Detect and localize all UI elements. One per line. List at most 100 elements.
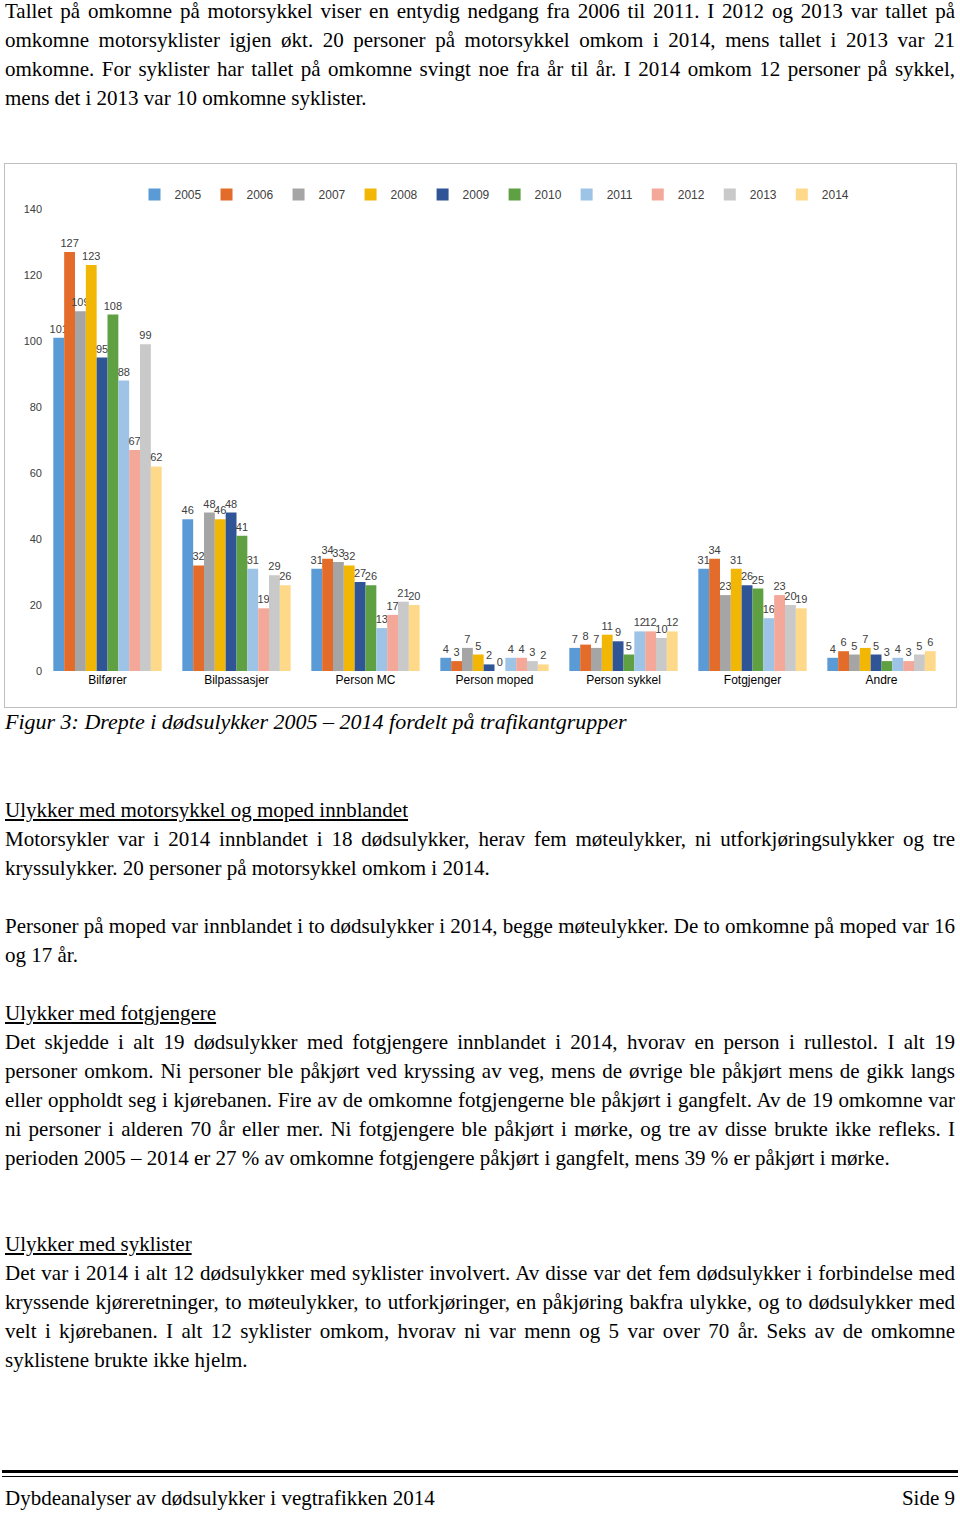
svg-text:Person sykkel: Person sykkel bbox=[586, 673, 661, 687]
svg-text:108: 108 bbox=[104, 300, 122, 312]
svg-text:40: 40 bbox=[30, 533, 42, 545]
svg-text:7: 7 bbox=[862, 633, 868, 645]
svg-text:99: 99 bbox=[139, 329, 151, 341]
svg-text:123: 123 bbox=[82, 250, 100, 262]
svg-text:5: 5 bbox=[873, 640, 879, 652]
svg-text:5: 5 bbox=[626, 640, 632, 652]
svg-text:7: 7 bbox=[464, 633, 470, 645]
svg-text:34: 34 bbox=[708, 544, 720, 556]
svg-text:6: 6 bbox=[841, 636, 847, 648]
svg-text:13: 13 bbox=[376, 613, 388, 625]
svg-text:27: 27 bbox=[354, 567, 366, 579]
svg-text:67: 67 bbox=[128, 435, 140, 447]
svg-text:88: 88 bbox=[118, 366, 130, 378]
svg-text:20: 20 bbox=[784, 590, 796, 602]
svg-text:34: 34 bbox=[321, 544, 333, 556]
svg-text:2010: 2010 bbox=[535, 188, 562, 202]
svg-text:2007: 2007 bbox=[319, 188, 346, 202]
svg-text:Andre: Andre bbox=[865, 673, 897, 687]
svg-text:10: 10 bbox=[655, 623, 667, 635]
svg-text:8: 8 bbox=[583, 630, 589, 642]
svg-text:12: 12 bbox=[634, 616, 646, 628]
svg-text:4: 4 bbox=[443, 643, 449, 655]
html-text:Det var i 2014 i alt 12 dødsul: Det var i 2014 i alt 12 dødsulykker med … bbox=[5, 1261, 955, 1372]
svg-text:Fotgjenger: Fotgjenger bbox=[724, 673, 781, 687]
svg-text:41: 41 bbox=[236, 521, 248, 533]
svg-text:48: 48 bbox=[203, 498, 215, 510]
svg-text:4: 4 bbox=[830, 643, 836, 655]
svg-text:2: 2 bbox=[540, 649, 546, 661]
html-text:Tallet på omkomne på motorsykk: Tallet på omkomne på motorsykkel viser e… bbox=[5, 0, 955, 110]
html-text:Det skjedde i alt 19 dødsulykk: Det skjedde i alt 19 dødsulykker med fot… bbox=[5, 1030, 955, 1170]
svg-text:2014: 2014 bbox=[822, 188, 849, 202]
svg-text:12: 12 bbox=[644, 616, 656, 628]
svg-text:101: 101 bbox=[50, 323, 68, 335]
svg-text:20: 20 bbox=[408, 590, 420, 602]
svg-text:0: 0 bbox=[36, 665, 42, 677]
svg-text:33: 33 bbox=[332, 547, 344, 559]
svg-text:120: 120 bbox=[24, 269, 42, 281]
svg-text:26: 26 bbox=[741, 570, 753, 582]
svg-text:25: 25 bbox=[752, 574, 764, 586]
svg-text:6: 6 bbox=[927, 636, 933, 648]
svg-text:26: 26 bbox=[279, 570, 291, 582]
svg-text:29: 29 bbox=[268, 560, 280, 572]
svg-text:80: 80 bbox=[30, 401, 42, 413]
svg-text:32: 32 bbox=[343, 550, 355, 562]
svg-text:20: 20 bbox=[30, 599, 42, 611]
svg-text:2006: 2006 bbox=[247, 188, 274, 202]
svg-text:31: 31 bbox=[730, 554, 742, 566]
svg-text:31: 31 bbox=[247, 554, 259, 566]
svg-text:127: 127 bbox=[60, 237, 78, 249]
svg-text:5: 5 bbox=[851, 640, 857, 652]
svg-text:3: 3 bbox=[884, 646, 890, 658]
svg-text:16: 16 bbox=[763, 603, 775, 615]
svg-text:11: 11 bbox=[602, 620, 613, 632]
svg-text:2009: 2009 bbox=[463, 188, 490, 202]
svg-text:4: 4 bbox=[519, 643, 525, 655]
html-text:Motorsykler var i 2014 innblan: Motorsykler var i 2014 innblandet i 18 d… bbox=[5, 827, 955, 880]
svg-text:140: 140 bbox=[24, 203, 42, 215]
svg-text:17: 17 bbox=[386, 600, 398, 612]
svg-text:0: 0 bbox=[497, 656, 503, 668]
svg-text:23: 23 bbox=[719, 580, 731, 592]
svg-text:7: 7 bbox=[593, 633, 599, 645]
svg-text:2: 2 bbox=[486, 649, 492, 661]
svg-text:Person MC: Person MC bbox=[335, 673, 395, 687]
svg-text:5: 5 bbox=[916, 640, 922, 652]
svg-text:46: 46 bbox=[182, 504, 194, 516]
svg-text:60: 60 bbox=[30, 467, 42, 479]
svg-text:2008: 2008 bbox=[391, 188, 418, 202]
svg-text:19: 19 bbox=[257, 593, 269, 605]
svg-text:31: 31 bbox=[311, 554, 323, 566]
svg-text:48: 48 bbox=[225, 498, 237, 510]
svg-text:Person moped: Person moped bbox=[455, 673, 533, 687]
svg-text:3: 3 bbox=[529, 646, 535, 658]
svg-text:4: 4 bbox=[895, 643, 901, 655]
svg-text:2011: 2011 bbox=[607, 188, 633, 202]
svg-text:3: 3 bbox=[906, 646, 912, 658]
svg-text:5: 5 bbox=[475, 640, 481, 652]
svg-text:26: 26 bbox=[365, 570, 377, 582]
svg-text:4: 4 bbox=[508, 643, 514, 655]
svg-text:9: 9 bbox=[615, 626, 621, 638]
svg-text:109: 109 bbox=[71, 296, 89, 308]
svg-text:31: 31 bbox=[698, 554, 710, 566]
svg-text:3: 3 bbox=[454, 646, 460, 658]
svg-text:2012: 2012 bbox=[678, 188, 705, 202]
svg-text:2005: 2005 bbox=[175, 188, 202, 202]
svg-text:21: 21 bbox=[397, 587, 409, 599]
svg-text:19: 19 bbox=[795, 593, 807, 605]
svg-text:12: 12 bbox=[666, 616, 678, 628]
svg-text:100: 100 bbox=[24, 335, 42, 347]
svg-text:23: 23 bbox=[773, 580, 785, 592]
svg-text:7: 7 bbox=[572, 633, 578, 645]
svg-text:95: 95 bbox=[96, 343, 108, 355]
svg-text:2013: 2013 bbox=[750, 188, 777, 202]
svg-text:Bilpassasjer: Bilpassasjer bbox=[204, 673, 269, 687]
html-text:Personer på moped var innbland: Personer på moped var innblandet i to dø… bbox=[5, 914, 955, 967]
svg-text:32: 32 bbox=[192, 550, 204, 562]
svg-text:46: 46 bbox=[214, 504, 226, 516]
svg-text:62: 62 bbox=[150, 451, 162, 463]
svg-text:Bilfører: Bilfører bbox=[88, 673, 127, 687]
